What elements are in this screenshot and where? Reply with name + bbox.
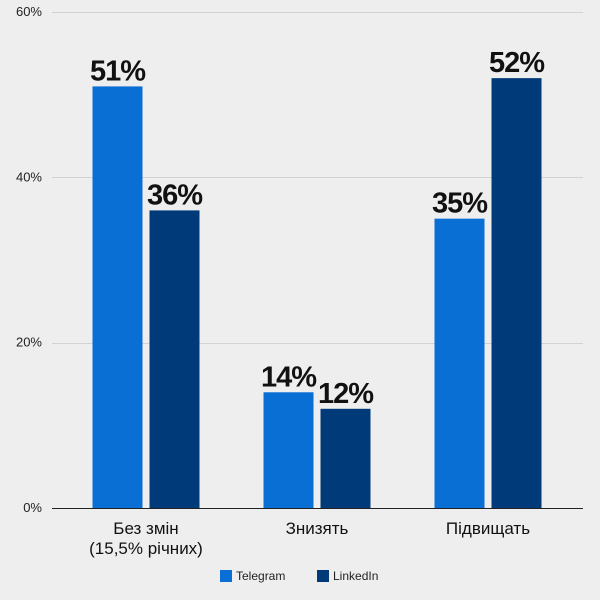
bar-telegram [263,392,314,508]
bar-telegram [92,86,143,509]
bar-linkedin [320,408,371,508]
label-layer: 51% 36% Без змін(15,5% річних) 14%12% Знизят… [89,47,546,558]
bar-linkedin [149,210,200,508]
data-label: 12% [318,378,374,410]
y-tick-label: 20% [16,335,42,350]
x-tick-label: Підвищать [446,519,530,538]
bar-layer [92,78,542,509]
legend-swatch [220,570,232,582]
legend-label: LinkedIn [333,569,378,583]
legend: Telegram LinkedIn [220,569,378,583]
legend-label: Telegram [236,569,285,583]
x-tick-label: Знизять [286,519,349,538]
data-label: 36% [147,179,203,211]
y-tick-label: 40% [16,169,42,184]
bar-telegram [434,218,485,508]
y-tick-label: 0% [23,500,42,515]
data-label: 35% [432,188,488,220]
data-label: 14% [261,361,317,393]
x-tick-label: Без змін [113,519,178,538]
data-label: 52% [489,47,545,79]
legend-swatch [317,570,329,582]
bar-linkedin [491,78,542,508]
x-tick-label: (15,5% річних) [89,539,203,558]
y-tick-label: 60% [16,4,42,19]
data-label: 51% [90,55,146,87]
